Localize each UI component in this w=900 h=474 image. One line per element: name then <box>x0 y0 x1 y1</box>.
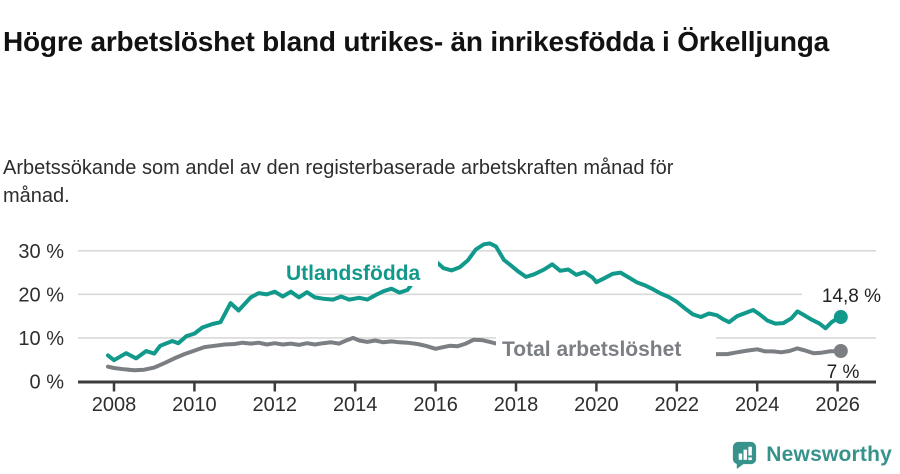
end-label-total-arbetsloshet: 7 % <box>827 362 860 383</box>
y-axis-tick-label: 30 % <box>18 241 64 263</box>
speech-bubble-bar-chart-icon <box>733 441 757 469</box>
end-dot-total-arbetsloshet <box>833 344 848 359</box>
logo-shape <box>733 441 757 469</box>
y-axis-tick-label: 10 % <box>18 328 64 350</box>
end-dot-utlandsfodda <box>833 310 848 325</box>
y-axis-tick-label: 20 % <box>18 284 64 306</box>
end-label-utlandsfodda: 14,8 % <box>822 286 881 307</box>
x-axis-tick-label: 2024 <box>735 394 780 416</box>
y-axis-tick-label: 0 % <box>30 372 65 394</box>
newsworthy-logo: Newsworthy <box>730 440 892 469</box>
newsworthy-brand-text: Newsworthy <box>766 442 892 466</box>
x-axis-tick-label: 2022 <box>655 394 700 416</box>
series-line-total-arbetsloshet <box>106 335 843 373</box>
series-line-utlandsfodda <box>106 241 843 363</box>
series-label-utlandsfodda: Utlandsfödda <box>286 262 420 285</box>
x-axis-tick-label: 2014 <box>333 394 378 416</box>
x-axis-tick-label: 2016 <box>413 394 458 416</box>
chart-subtitle: Arbetssökande som andel av den registerb… <box>3 157 674 208</box>
x-axis-tick-label: 2018 <box>494 394 539 416</box>
x-axis-tick-label: 2012 <box>253 394 298 416</box>
series-label-bg-utlandsfodda <box>280 257 438 286</box>
x-axis-tick-label: 2008 <box>92 394 137 416</box>
end-label-bg-utlandsfodda <box>802 286 890 305</box>
series-label-total-arbetsloshet: Total arbetslöshet <box>502 338 681 361</box>
x-axis-tick-label: 2010 <box>172 394 217 416</box>
page-title: Högre arbetslöshet bland utrikes- än inr… <box>3 25 830 57</box>
x-axis-tick-label: 2020 <box>574 394 619 416</box>
series-label-bg-total-arbetsloshet <box>496 337 716 362</box>
x-axis-tick-label: 2026 <box>815 394 860 416</box>
